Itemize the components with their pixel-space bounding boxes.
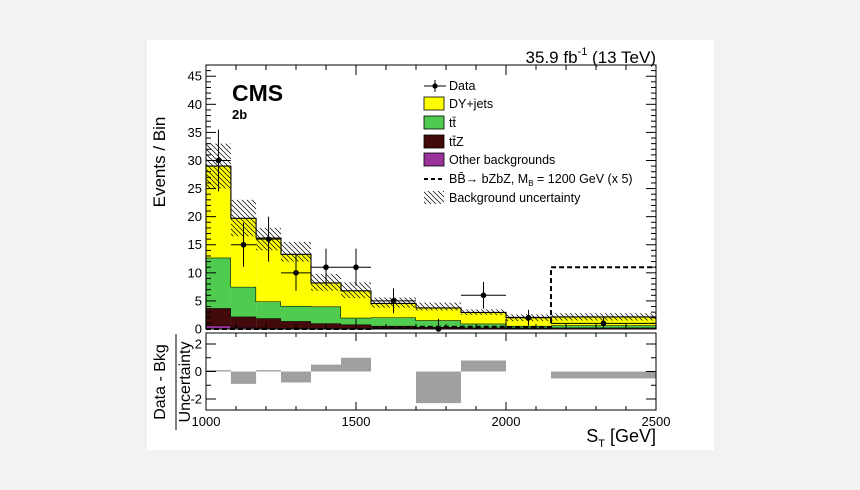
legend-entry-ttz: tt̄Z bbox=[423, 134, 464, 149]
x-tick-label-2500: 2500 bbox=[642, 414, 671, 429]
ratio-axes: -2 0 2 1000 1500 2000 2500 bbox=[190, 332, 671, 429]
stack-bar-2-9 bbox=[506, 325, 551, 328]
stack-bar-1-0 bbox=[206, 308, 231, 326]
y-tick-label-25: 25 bbox=[188, 181, 202, 196]
legend-label-other: Other backgrounds bbox=[449, 153, 555, 167]
legend-label-signal: BB̄→ bZbZ, MB = 1200 GeV (x 5) bbox=[449, 172, 633, 188]
y-axis-title-ratio-bottom: Uncertainty bbox=[177, 342, 194, 423]
ratio-bar-10 bbox=[551, 371, 656, 379]
legend-label-data: Data bbox=[449, 79, 475, 93]
uncertainty-bin-7 bbox=[416, 302, 461, 311]
stack-bar-1-8 bbox=[461, 327, 506, 329]
y-tick-label-30: 30 bbox=[188, 153, 202, 168]
stack-bar-2-0 bbox=[206, 257, 231, 309]
ratio-bar-3 bbox=[281, 371, 311, 383]
ratio-y-tick-label--2: -2 bbox=[190, 392, 202, 407]
y-tick-label-5: 5 bbox=[195, 293, 202, 308]
y-axis-title-ratio-top: Data - Bkg bbox=[152, 344, 169, 420]
stack-bar-1-9 bbox=[506, 327, 551, 329]
legend-entry-other: Other backgrounds bbox=[423, 152, 555, 167]
ratio-bars bbox=[206, 357, 656, 404]
luminosity-label: 35.9 fb-1 (13 TeV) bbox=[526, 46, 656, 67]
data-point-5 bbox=[353, 264, 359, 271]
stack-bar-2-4 bbox=[311, 306, 341, 324]
y-tick-label-15: 15 bbox=[188, 237, 202, 252]
ratio-bar-4 bbox=[311, 364, 341, 372]
stack-bar-2-2 bbox=[256, 301, 281, 319]
main-frame bbox=[205, 64, 657, 330]
uncertainty-bin-3 bbox=[281, 241, 311, 262]
stack-bar-2-6 bbox=[371, 317, 416, 326]
y-tick-label-35: 35 bbox=[188, 125, 202, 140]
stack-bar-2-3 bbox=[281, 305, 311, 322]
stack-bar-3-8 bbox=[461, 312, 506, 324]
legend-label-dy: DY+jets bbox=[449, 97, 493, 111]
stack-bar-1-2 bbox=[256, 318, 281, 328]
stack-bar-1-1 bbox=[230, 316, 257, 328]
stack-bar-2-1 bbox=[230, 286, 257, 317]
legend-entry-data: Data bbox=[424, 79, 475, 93]
data-point-10 bbox=[600, 320, 607, 327]
category-label: 2b bbox=[232, 107, 247, 122]
ratio-y-tick-label-0: 0 bbox=[195, 364, 202, 379]
y-axis-title-main: Events / Bin bbox=[150, 117, 169, 208]
legend-label-ttbar: tt̄ bbox=[449, 116, 456, 130]
uncertainty-bin-8 bbox=[461, 309, 506, 315]
ratio-bar-0 bbox=[206, 370, 231, 372]
data-point-3 bbox=[293, 270, 299, 276]
x-tick-label-2000: 2000 bbox=[492, 414, 521, 429]
y-tick-label-45: 45 bbox=[188, 69, 202, 84]
ratio-bar-8 bbox=[461, 360, 506, 372]
stack-bar-2-8 bbox=[461, 323, 506, 328]
data-point-0 bbox=[215, 157, 222, 164]
legend-entry-dy: DY+jets bbox=[423, 96, 493, 111]
legend-label-uncertainty: Background uncertainty bbox=[449, 191, 581, 205]
y-tick-label-40: 40 bbox=[188, 97, 202, 112]
legend-entry-uncertainty: Background uncertainty bbox=[424, 191, 581, 205]
data-point-6 bbox=[390, 298, 397, 304]
y-tick-label-20: 20 bbox=[188, 209, 202, 224]
stack-bar-0-0 bbox=[206, 325, 231, 329]
x-tick-label-1500: 1500 bbox=[342, 414, 371, 429]
figure-panel: 35.9 fb-1 (13 TeV) 0 5 10 15 20 25 30 35 40 45 CM… bbox=[147, 40, 714, 450]
stack-bar-3-7 bbox=[416, 307, 461, 321]
data-point-9 bbox=[525, 314, 532, 321]
legend-label-ttz: tt̄Z bbox=[449, 135, 464, 149]
x-tick-label-1000: 1000 bbox=[192, 414, 221, 429]
legend-entry-signal: BB̄→ bZbZ, MB = 1200 GeV (x 5) bbox=[424, 172, 633, 188]
data-point-4 bbox=[323, 264, 329, 271]
experiment-label: CMS bbox=[232, 80, 283, 106]
y-tick-label-0: 0 bbox=[195, 322, 202, 337]
uncertainty-bin-10 bbox=[551, 313, 656, 321]
signal-step bbox=[206, 266, 656, 330]
ratio-bar-5 bbox=[341, 357, 371, 372]
ratio-bar-2 bbox=[256, 370, 281, 372]
legend-entry-ttbar: tt̄ bbox=[423, 115, 456, 130]
ratio-bar-7 bbox=[416, 371, 461, 404]
stack-bar-0-2 bbox=[256, 327, 281, 329]
data-point-2 bbox=[265, 236, 272, 242]
y-tick-label-10: 10 bbox=[188, 265, 202, 280]
signal-line bbox=[206, 266, 656, 330]
legend: Data DY+jets tt̄ tt̄Z Other backgrounds … bbox=[423, 79, 633, 205]
data-point-1 bbox=[240, 241, 247, 248]
x-axis-title: ST [GeV] bbox=[586, 426, 656, 450]
main-axes: 0 5 10 15 20 25 30 35 40 45 bbox=[188, 64, 657, 337]
ratio-y-tick-label-2: 2 bbox=[195, 337, 202, 352]
uncertainty-bin-5 bbox=[341, 282, 371, 299]
data-point-8 bbox=[480, 292, 487, 299]
ratio-bar-1 bbox=[230, 371, 257, 384]
stack-bar-0-1 bbox=[230, 327, 257, 329]
